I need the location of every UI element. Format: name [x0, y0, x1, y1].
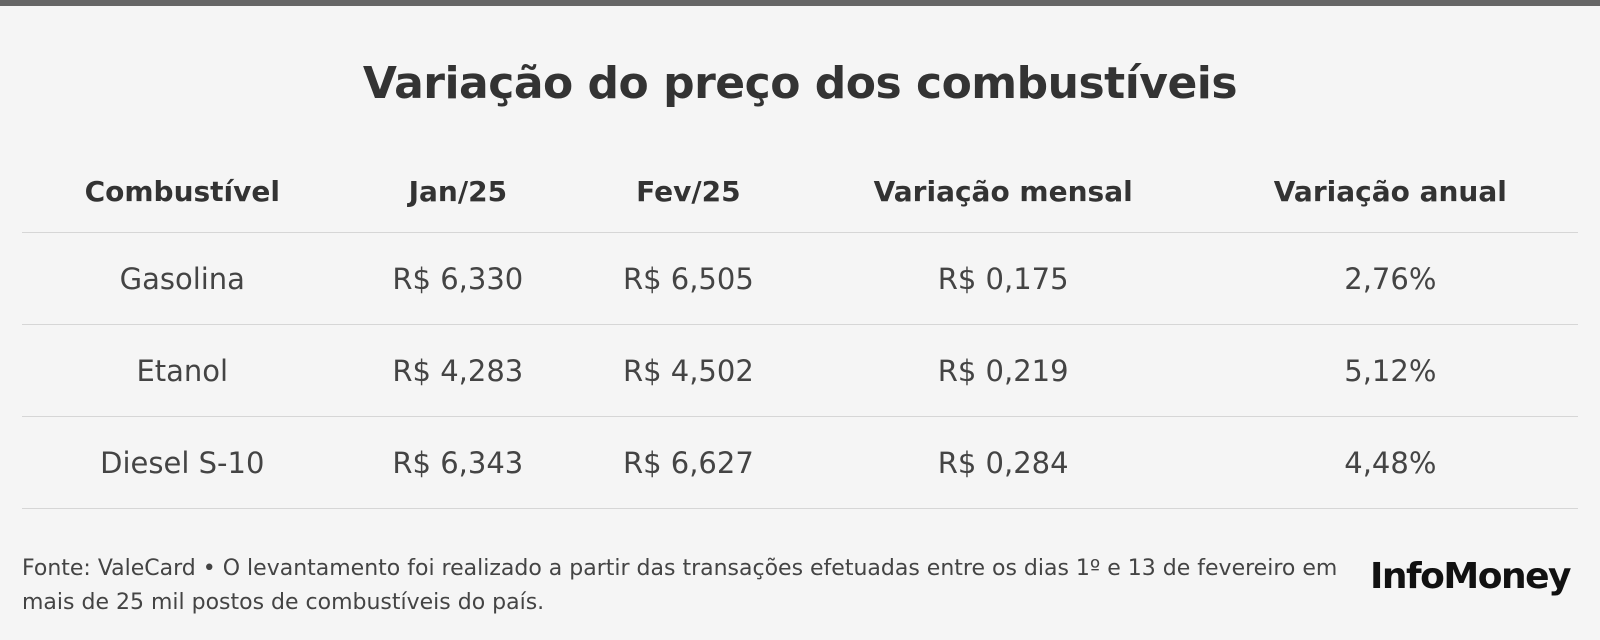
table-cell: R$ 0,219 — [803, 324, 1203, 417]
page-title: Variação do preço dos combustíveis — [362, 58, 1238, 109]
table-cell: R$ 4,283 — [342, 324, 574, 417]
table-cell: R$ 4,502 — [573, 324, 804, 417]
table-cell: Diesel S-10 — [22, 416, 343, 509]
table-cell: Gasolina — [22, 232, 343, 325]
column-header: Fev/25 — [636, 174, 741, 208]
table-cell: R$ 0,175 — [803, 232, 1203, 325]
table-cell: R$ 6,505 — [573, 232, 804, 325]
column-header: Jan/25 — [408, 174, 508, 208]
table-cell: R$ 6,627 — [573, 416, 804, 509]
top-bar — [0, 0, 1600, 6]
table-row: Etanol R$ 4,283 R$ 4,502 R$ 0,219 5,12% — [22, 324, 1578, 417]
table-cell: 2,76% — [1202, 232, 1578, 325]
table-cell: Etanol — [22, 324, 343, 417]
infomoney-logo: InfoMoney — [1370, 556, 1572, 597]
price-table: Combustível Jan/25 Fev/25 Variação mensal Va… — [22, 150, 1578, 509]
table-row: Gasolina R$ 6,330 R$ 6,505 R$ 0,175 2,76% — [22, 232, 1578, 325]
table-cell: 5,12% — [1202, 324, 1578, 417]
column-header: Variação anual — [1273, 174, 1507, 208]
table-cell: R$ 6,330 — [342, 232, 574, 325]
table-row: Diesel S-10 R$ 6,343 R$ 6,627 R$ 0,284 4,48% — [22, 416, 1578, 509]
table-cell: R$ 6,343 — [342, 416, 574, 509]
column-header: Variação mensal — [873, 174, 1133, 208]
table-cell: 4,48% — [1202, 416, 1578, 509]
column-header: Combustível — [84, 174, 280, 208]
source-note: Fonte: ValeCard • O levantamento foi rea… — [22, 556, 1338, 615]
table-cell: R$ 0,284 — [803, 416, 1203, 509]
table-header: Combustível Jan/25 Fev/25 Variação mensal Va… — [22, 150, 1578, 233]
